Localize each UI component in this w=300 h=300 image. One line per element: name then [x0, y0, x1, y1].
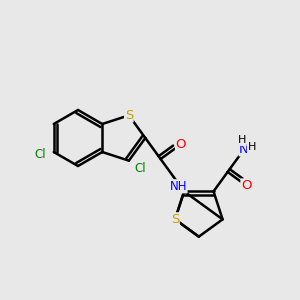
- Text: H: H: [248, 142, 256, 152]
- Text: S: S: [171, 213, 179, 226]
- Text: Cl: Cl: [134, 162, 146, 176]
- Text: H: H: [238, 135, 246, 146]
- Text: Cl: Cl: [34, 148, 46, 160]
- Text: N: N: [239, 143, 249, 156]
- Text: O: O: [176, 138, 186, 151]
- Text: NH: NH: [169, 180, 187, 193]
- Text: O: O: [241, 179, 251, 192]
- Text: S: S: [125, 109, 133, 122]
